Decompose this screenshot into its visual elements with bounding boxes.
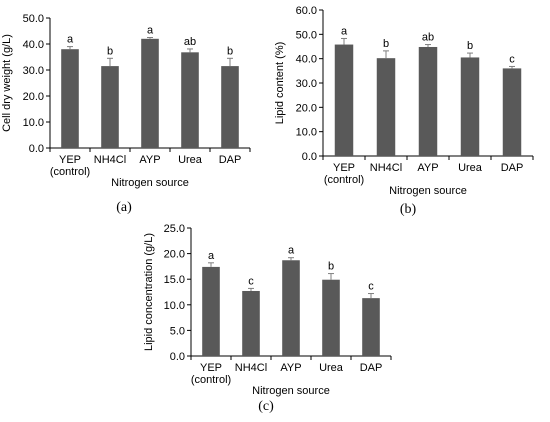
- x-tick-label: NH4Cl: [94, 154, 126, 166]
- y-tick-label: 40.0: [296, 54, 317, 66]
- significance-label: a: [208, 250, 215, 262]
- y-tick-label: 0.0: [302, 151, 317, 163]
- y-axis-title: Cell dry weight (g/L): [1, 34, 13, 132]
- x-tick-label-line: YEP: [59, 154, 81, 166]
- significance-label: a: [341, 25, 348, 37]
- bar: [181, 52, 199, 148]
- x-tick-label: Urea: [178, 154, 203, 166]
- significance-label: b: [467, 40, 473, 52]
- bar: [322, 279, 340, 356]
- y-tick-label: 10.0: [164, 300, 185, 312]
- y-tick-label: 15.0: [164, 274, 185, 286]
- x-tick-label-line: AYP: [280, 362, 301, 374]
- x-tick-label: DAP: [360, 362, 383, 374]
- x-tick-label-line: (control): [324, 174, 364, 186]
- bar: [334, 44, 354, 157]
- x-tick-label-line: YEP: [200, 362, 222, 374]
- x-tick-label: DAP: [219, 154, 242, 166]
- x-tick-label: DAP: [501, 162, 524, 174]
- x-tick-label-line: NH4Cl: [94, 154, 126, 166]
- x-tick-label: Urea: [458, 162, 483, 174]
- x-tick-label: AYP: [280, 362, 301, 374]
- y-tick-label: 60.0: [296, 5, 317, 17]
- bar: [141, 38, 159, 148]
- x-tick-label-line: AYP: [139, 154, 160, 166]
- x-tick-label-line: DAP: [360, 362, 383, 374]
- y-tick-label: 25.0: [164, 223, 185, 235]
- y-axis-title: Lipid concentration (g/L): [143, 233, 155, 351]
- panel-label: (a): [116, 200, 132, 215]
- x-axis-title: Nitrogen source: [111, 177, 189, 189]
- x-tick-label-line: (control): [50, 166, 90, 178]
- y-axis-title: Lipid content (%): [274, 42, 286, 125]
- bar: [460, 57, 480, 157]
- bar: [221, 66, 239, 148]
- y-tick-label: 50.0: [296, 29, 317, 41]
- y-tick-label: 40.0: [23, 39, 44, 51]
- x-tick-label-line: DAP: [501, 162, 524, 174]
- y-tick-label: 5.0: [170, 325, 185, 337]
- x-tick-label: YEP (control): [324, 162, 364, 186]
- y-tick-label: 50.0: [23, 13, 44, 25]
- significance-label: a: [147, 25, 154, 37]
- x-tick-label-line: YEP: [333, 162, 355, 174]
- y-tick-label: 30.0: [23, 65, 44, 77]
- bar: [376, 58, 396, 156]
- x-tick-label-line: DAP: [219, 154, 242, 166]
- x-tick-label-line: Urea: [178, 154, 203, 166]
- bar: [502, 68, 522, 156]
- significance-label: a: [288, 245, 295, 257]
- x-tick-label-line: (control): [191, 374, 231, 386]
- x-tick-label: AYP: [139, 154, 160, 166]
- bar: [101, 66, 119, 148]
- x-tick-label: AYP: [417, 162, 438, 174]
- y-tick-label: 10.0: [23, 117, 44, 129]
- y-tick-label: 20.0: [23, 91, 44, 103]
- y-tick-label: 20.0: [296, 102, 317, 114]
- bar: [202, 266, 220, 356]
- x-tick-label-line: NH4Cl: [235, 362, 267, 374]
- significance-label: c: [248, 275, 254, 287]
- panel-c-lipid-concentration: 0.0 5.0 10.0 15.0 20.0 25.0 Lipid concentratio…: [143, 223, 392, 414]
- bar: [362, 298, 380, 356]
- x-axis-title: Nitrogen source: [389, 185, 467, 197]
- significance-label: b: [328, 261, 334, 273]
- significance-label: c: [509, 53, 515, 65]
- y-tick-label: 20.0: [164, 249, 185, 261]
- significance-label: b: [383, 38, 389, 50]
- x-tick-label: YEP (control): [191, 362, 231, 386]
- bar: [242, 290, 260, 356]
- significance-label: ab: [422, 32, 434, 44]
- panel-a-cell-dry-weight: 0.0 10.0 20.0 30.0 40.0 50.0 Cell dry weight (…: [1, 13, 251, 215]
- y-tick-label: 0.0: [170, 351, 185, 363]
- y-tick-label: 0.0: [29, 143, 44, 155]
- significance-label: b: [107, 45, 113, 57]
- panel-label: (c): [258, 399, 274, 414]
- x-tick-label: YEP (control): [50, 154, 90, 178]
- y-tick-label: 10.0: [296, 127, 317, 139]
- x-tick-label-line: NH4Cl: [370, 162, 402, 174]
- x-tick-label: Urea: [319, 362, 344, 374]
- panel-b-lipid-content: 0.0 10.0 20.0 30.0 40.0 50.0 60.0 Lipid content…: [274, 5, 534, 217]
- x-axis-title: Nitrogen source: [252, 385, 330, 397]
- significance-label: c: [368, 281, 374, 293]
- bar: [418, 46, 438, 157]
- x-tick-label-line: Urea: [319, 362, 344, 374]
- x-tick-label: NH4Cl: [370, 162, 402, 174]
- significance-label: a: [67, 34, 74, 46]
- significance-label: ab: [184, 36, 196, 48]
- x-tick-label: NH4Cl: [235, 362, 267, 374]
- x-tick-label-line: Urea: [458, 162, 483, 174]
- significance-label: b: [227, 45, 233, 57]
- panel-label: (b): [400, 202, 417, 217]
- bar: [61, 49, 79, 149]
- x-tick-label-line: AYP: [417, 162, 438, 174]
- y-tick-label: 30.0: [296, 78, 317, 90]
- bar: [282, 260, 300, 356]
